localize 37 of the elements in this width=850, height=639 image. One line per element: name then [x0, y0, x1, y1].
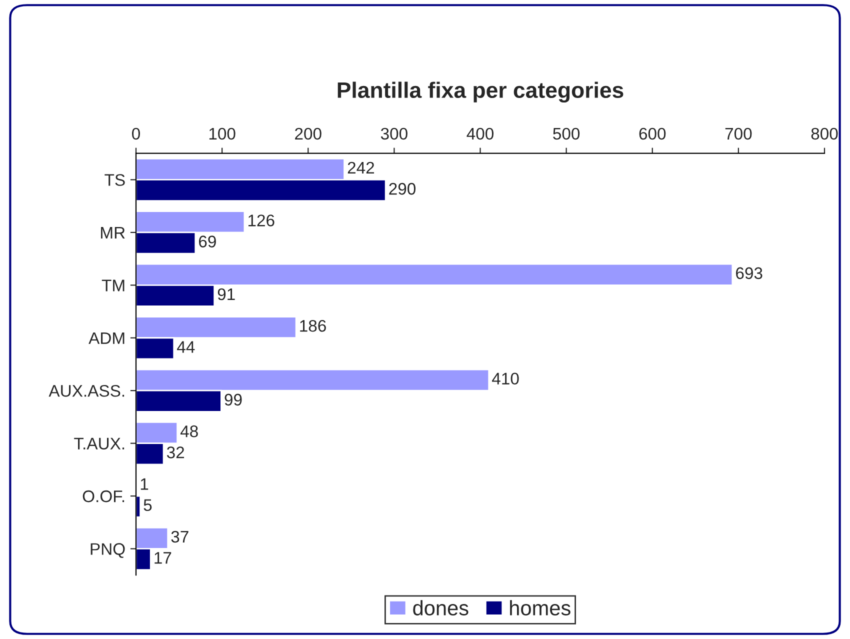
x-tick-label: 0: [132, 128, 140, 140]
data-label: 48: [180, 425, 198, 438]
x-tick-label: 700: [725, 128, 752, 140]
x-tick-label: 600: [639, 128, 666, 140]
chart-title: Plantilla fixa per categories: [338, 82, 624, 103]
y-tick-label: AUX.ASS.: [48, 384, 124, 397]
y-tick-label: PNQ: [90, 543, 125, 558]
x-tick-label: 100: [209, 128, 236, 140]
data-label: 91: [218, 288, 235, 300]
data-label: 186: [300, 320, 326, 332]
x-tick-label: 300: [380, 128, 408, 140]
y-tick-label: TM: [102, 280, 124, 292]
y-tick-label: MR: [101, 227, 125, 238]
legend-label: dones: [413, 600, 468, 616]
data-label: 32: [166, 446, 184, 458]
data-label: 410: [492, 372, 519, 385]
data-label: 693: [736, 267, 762, 280]
y-tick-label: ADM: [88, 332, 124, 344]
x-tick-label: 400: [466, 128, 494, 140]
data-label: 17: [154, 552, 172, 564]
data-label: 126: [248, 214, 274, 226]
x-tick-label: 500: [553, 128, 580, 140]
data-label: 242: [348, 162, 374, 174]
data-label: 37: [171, 530, 188, 543]
y-tick-label: T.AUX.: [74, 438, 124, 450]
y-tick-label: TS: [104, 174, 125, 186]
data-label: 99: [224, 394, 242, 406]
y-tick-label: O.OF.: [82, 490, 124, 502]
x-tick-label: 800: [811, 128, 838, 140]
x-tick-label: 200: [295, 128, 322, 140]
bar: [136, 495, 141, 518]
legend-label: homes: [510, 600, 570, 616]
data-label: 5: [144, 499, 152, 512]
data-label: 44: [177, 341, 195, 353]
data-label: 290: [389, 182, 416, 195]
data-label: 69: [199, 236, 216, 248]
data-label: 1: [140, 478, 148, 490]
